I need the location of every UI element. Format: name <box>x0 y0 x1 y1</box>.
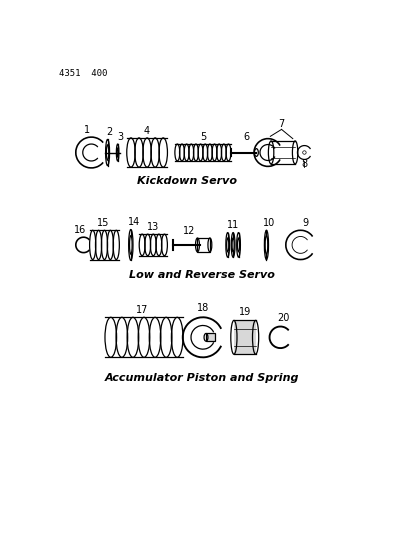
Text: 18: 18 <box>197 303 209 313</box>
Text: 4351  400: 4351 400 <box>59 69 107 78</box>
Text: 8: 8 <box>302 159 308 168</box>
Bar <box>197 238 210 252</box>
Text: 19: 19 <box>239 306 251 317</box>
Text: 15: 15 <box>97 218 109 228</box>
Bar <box>206 334 215 341</box>
Text: 4: 4 <box>144 126 150 135</box>
Text: 10: 10 <box>264 218 276 228</box>
Text: 20: 20 <box>277 313 290 322</box>
Text: 5: 5 <box>200 132 206 142</box>
Text: 14: 14 <box>128 217 140 227</box>
Text: 2: 2 <box>106 127 112 137</box>
Text: 6: 6 <box>243 132 249 142</box>
Text: 16: 16 <box>74 225 86 235</box>
Text: 11: 11 <box>227 220 239 230</box>
Text: 7: 7 <box>278 119 285 128</box>
Text: Kickdown Servo: Kickdown Servo <box>137 175 237 185</box>
Text: 1: 1 <box>84 125 91 135</box>
Text: Accumulator Piston and Spring: Accumulator Piston and Spring <box>105 373 299 383</box>
Text: Low and Reverse Servo: Low and Reverse Servo <box>129 270 275 279</box>
Text: 9: 9 <box>302 218 308 228</box>
Text: 13: 13 <box>147 222 160 232</box>
Text: 17: 17 <box>136 305 149 315</box>
Text: 12: 12 <box>183 225 195 236</box>
Polygon shape <box>234 320 255 354</box>
Text: 3: 3 <box>118 132 124 142</box>
